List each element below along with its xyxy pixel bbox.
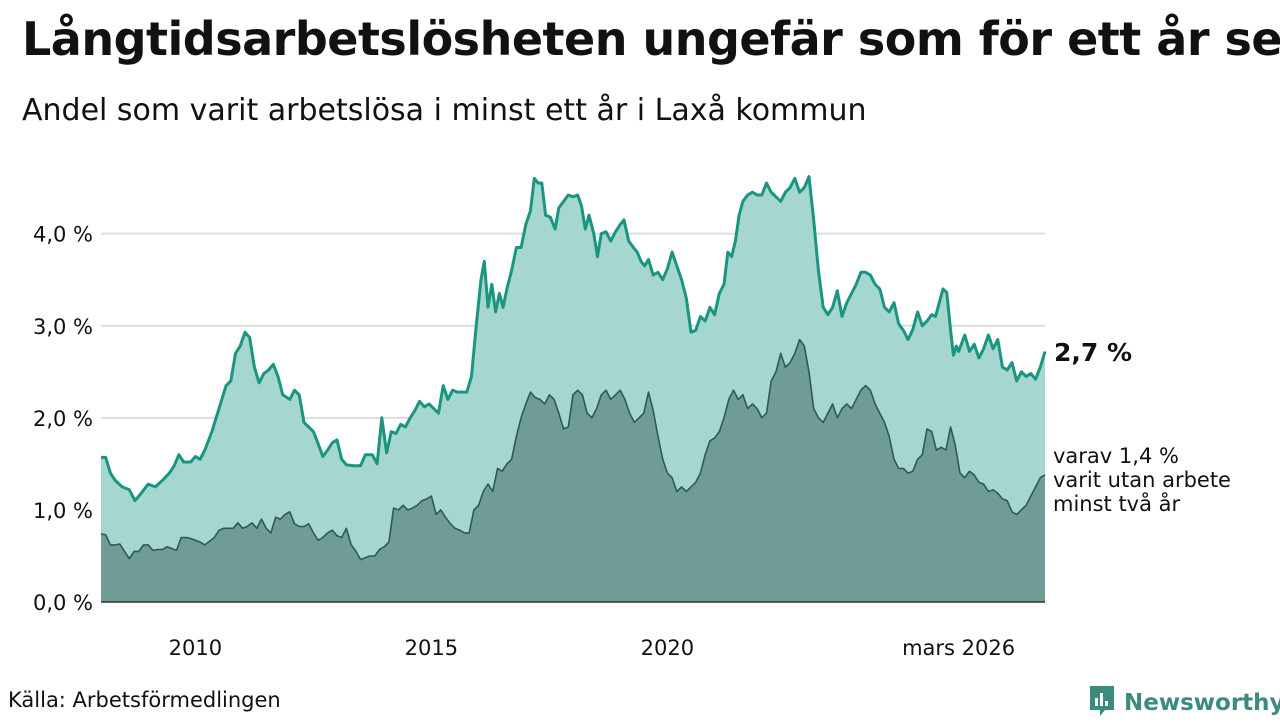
sub-series-annotation: varav 1,4 % varit utan arbete minst två … xyxy=(1053,444,1231,516)
sub-annotation-line-3: minst två år xyxy=(1053,492,1181,516)
y-axis-labels: 0,0 % 1,0 % 2,0 % 3,0 % 4,0 % xyxy=(33,223,93,615)
x-tick-label: mars 2026 xyxy=(902,636,1015,660)
y-tick-label: 4,0 % xyxy=(33,223,93,247)
line-two-year xyxy=(100,338,1046,561)
y-tick-label: 2,0 % xyxy=(33,407,93,431)
y-tick-label: 1,0 % xyxy=(33,499,93,523)
newsworthy-logo-icon xyxy=(1088,684,1116,722)
source-note: Källa: Arbetsförmedlingen xyxy=(8,688,281,712)
brand-name: Newsworthy xyxy=(1124,690,1280,716)
x-tick-label: 2015 xyxy=(405,636,458,660)
x-tick-label: 2010 xyxy=(169,636,222,660)
line-long-term xyxy=(101,175,1047,503)
chart-title: Långtidsarbetslösheten ungefär som för e… xyxy=(22,12,1280,66)
y-tick-label: 3,0 % xyxy=(33,315,93,339)
x-tick-label: 2020 xyxy=(641,636,694,660)
sub-annotation-line-2: varit utan arbete xyxy=(1053,468,1231,492)
sub-annotation-line-1: varav 1,4 % xyxy=(1053,444,1179,468)
brand-logo[interactable]: Newsworthy xyxy=(1088,684,1280,722)
end-value-label: 2,7 % xyxy=(1054,338,1133,367)
y-tick-label: 0,0 % xyxy=(33,591,93,615)
chart-subtitle: Andel som varit arbetslösa i minst ett å… xyxy=(22,93,867,128)
x-axis-labels: 2010 2015 2020 mars 2026 xyxy=(169,636,1015,660)
